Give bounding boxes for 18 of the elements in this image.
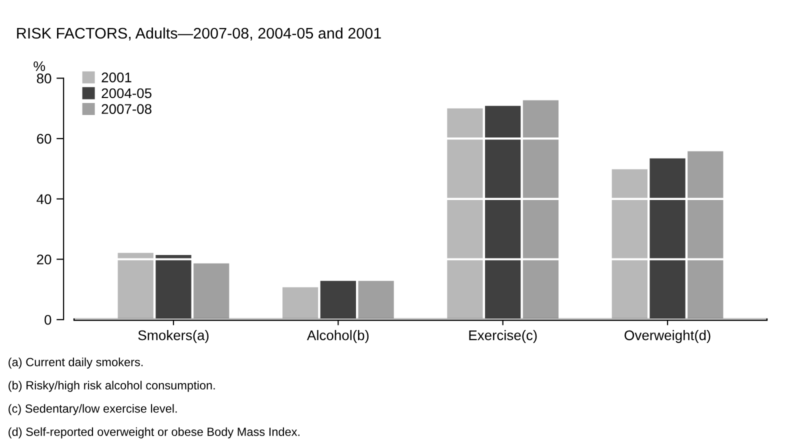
- y-tick-label: 60: [37, 134, 52, 144]
- x-tick-label: Alcohol(b): [306, 330, 369, 343]
- legend-label: 2004-05: [102, 88, 152, 98]
- text: (d) Self-reported overweight or obese Body Mass Index.: [8, 427, 300, 438]
- text: (c) Sedentary/low exercise level.: [8, 404, 177, 416]
- y-axis-title: %: [34, 61, 46, 72]
- text: (a) Current daily smokers.: [8, 358, 143, 369]
- legend-label: 2007-08: [102, 104, 152, 114]
- x-tick-label: Overweight(d): [624, 330, 710, 343]
- x-tick-label: Smokers(a): [138, 330, 209, 343]
- y-tick-label: 0: [44, 314, 52, 325]
- y-tick-label: 80: [36, 74, 52, 84]
- y-tick-label: 40: [36, 194, 52, 204]
- chart-title: RISK FACTORS, Adults—2007-08, 2004-05 and 2001: [17, 27, 381, 40]
- text: (b) Risky/high risk alcohol consumption.: [8, 380, 215, 392]
- x-tick-label: Exercise(c): [469, 330, 537, 343]
- y-tick-label: 20: [37, 254, 52, 264]
- legend-label: 2001: [102, 72, 132, 82]
